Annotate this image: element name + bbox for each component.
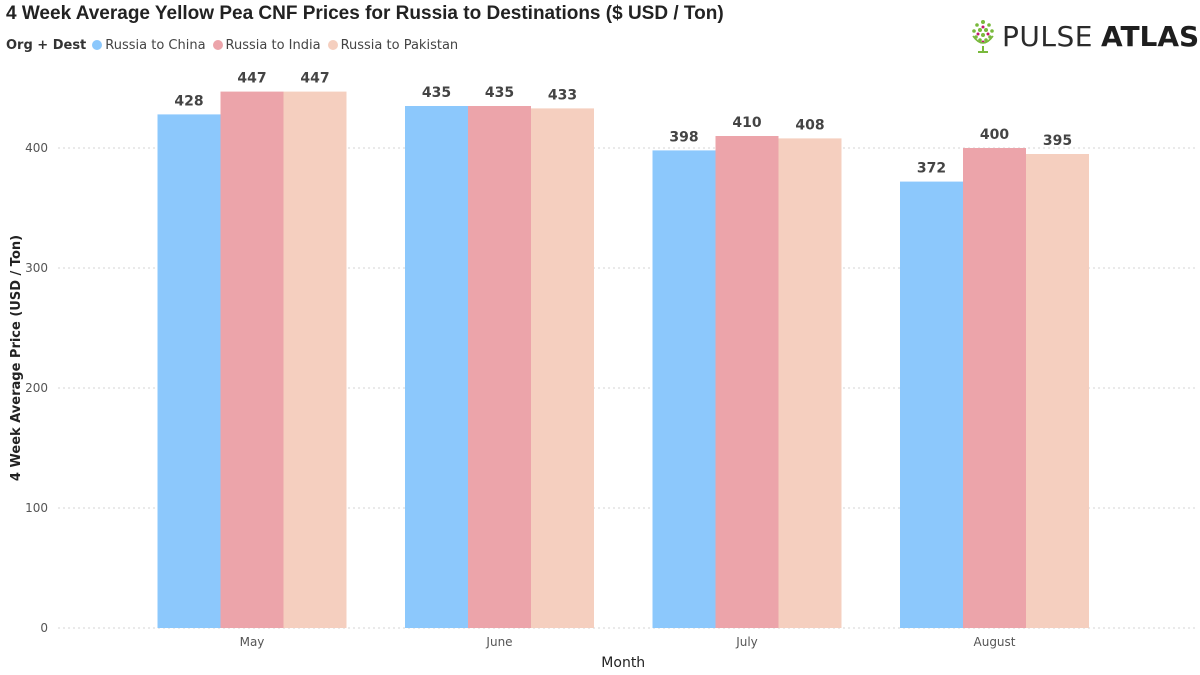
data-label-may-2: 447 <box>300 71 329 87</box>
chart-title: 4 Week Average Yellow Pea CNF Prices for… <box>6 3 724 24</box>
bar-august-russia-to-pakistan <box>1026 154 1089 628</box>
x-axis-title: Month <box>601 655 645 671</box>
legend: Org + Dest Russia to China Russia to Ind… <box>6 36 465 54</box>
y-axis-title: 4 Week Average Price (USD / Ton) <box>9 235 24 481</box>
legend-label-pakistan: Russia to Pakistan <box>340 37 459 53</box>
y-tick-label-100: 100 <box>25 501 48 515</box>
data-label-august-1: 400 <box>980 127 1009 143</box>
bar-august-russia-to-india <box>963 148 1026 628</box>
data-label-june-0: 435 <box>422 85 451 101</box>
y-tick-label-300: 300 <box>25 261 48 275</box>
data-label-may-1: 447 <box>237 71 266 87</box>
bar-june-russia-to-india <box>468 106 531 628</box>
x-tick-label-june: June <box>485 635 512 649</box>
data-label-july-1: 410 <box>732 115 761 131</box>
bar-july-russia-to-pakistan <box>778 138 842 628</box>
pulse-atlas-logo: PULSE ATLAS <box>970 16 1199 56</box>
data-label-may-0: 428 <box>174 93 203 109</box>
y-tick-label-200: 200 <box>25 381 48 395</box>
x-tick-label-august: August <box>974 635 1016 649</box>
legend-label-china: Russia to China <box>105 37 206 53</box>
data-label-july-2: 408 <box>795 117 824 133</box>
legend-item-india[interactable]: Russia to India <box>212 37 321 53</box>
bar-july-russia-to-india <box>715 136 779 628</box>
data-label-august-2: 395 <box>1043 133 1072 149</box>
logo-text-atlas: ATLAS <box>1100 19 1200 53</box>
bar-july-russia-to-china <box>652 150 716 628</box>
legend-swatch-china <box>92 40 103 50</box>
legend-item-china[interactable]: Russia to China <box>92 37 206 53</box>
bar-may-russia-to-india <box>220 91 284 629</box>
bar-august-russia-to-china <box>900 181 963 628</box>
globe-logo-icon <box>972 20 994 53</box>
logo-text-pulse: PULSE <box>1002 19 1093 53</box>
bar-june-russia-to-china <box>405 106 468 628</box>
bar-june-russia-to-pakistan <box>531 108 594 628</box>
y-tick-label-400: 400 <box>25 141 48 155</box>
x-tick-label-may: May <box>240 635 265 649</box>
data-label-june-2: 433 <box>548 87 577 103</box>
y-tick-label-0: 0 <box>40 621 48 635</box>
data-label-july-0: 398 <box>669 129 698 145</box>
data-label-june-1: 435 <box>485 85 514 101</box>
bar-may-russia-to-china <box>157 114 221 628</box>
bar-may-russia-to-pakistan <box>283 91 347 629</box>
legend-item-pakistan[interactable]: Russia to Pakistan <box>327 37 459 53</box>
legend-swatch-pakistan <box>327 40 338 50</box>
legend-label-india: Russia to India <box>225 37 321 53</box>
legend-swatch-india <box>212 40 223 50</box>
legend-title: Org + Dest <box>6 37 87 53</box>
data-label-august-0: 372 <box>917 161 946 177</box>
x-tick-label-july: July <box>735 635 758 649</box>
